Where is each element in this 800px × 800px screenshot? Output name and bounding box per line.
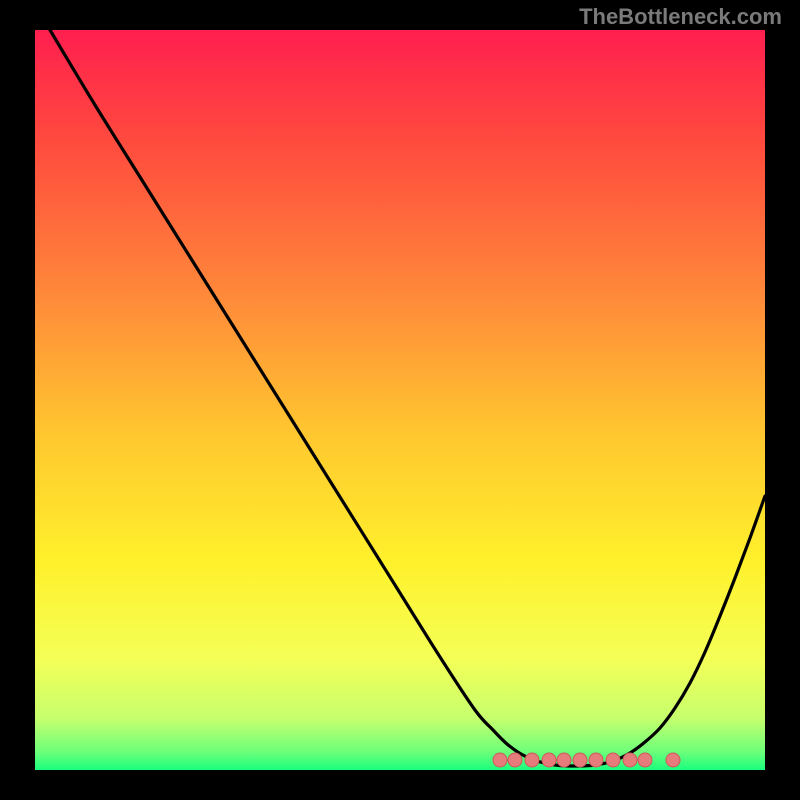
flat-marker [493, 753, 507, 767]
flat-marker [666, 753, 680, 767]
flat-marker [508, 753, 522, 767]
flat-marker [573, 753, 587, 767]
curve-layer [35, 30, 765, 770]
flat-marker [542, 753, 556, 767]
flat-marker [638, 753, 652, 767]
plot-area [35, 30, 765, 770]
flat-marker [623, 753, 637, 767]
bottleneck-curve [50, 30, 765, 766]
flat-marker [606, 753, 620, 767]
flat-marker [589, 753, 603, 767]
watermark-text: TheBottleneck.com [579, 4, 782, 30]
flat-marker [557, 753, 571, 767]
flat-marker [525, 753, 539, 767]
chart-stage: TheBottleneck.com [0, 0, 800, 800]
